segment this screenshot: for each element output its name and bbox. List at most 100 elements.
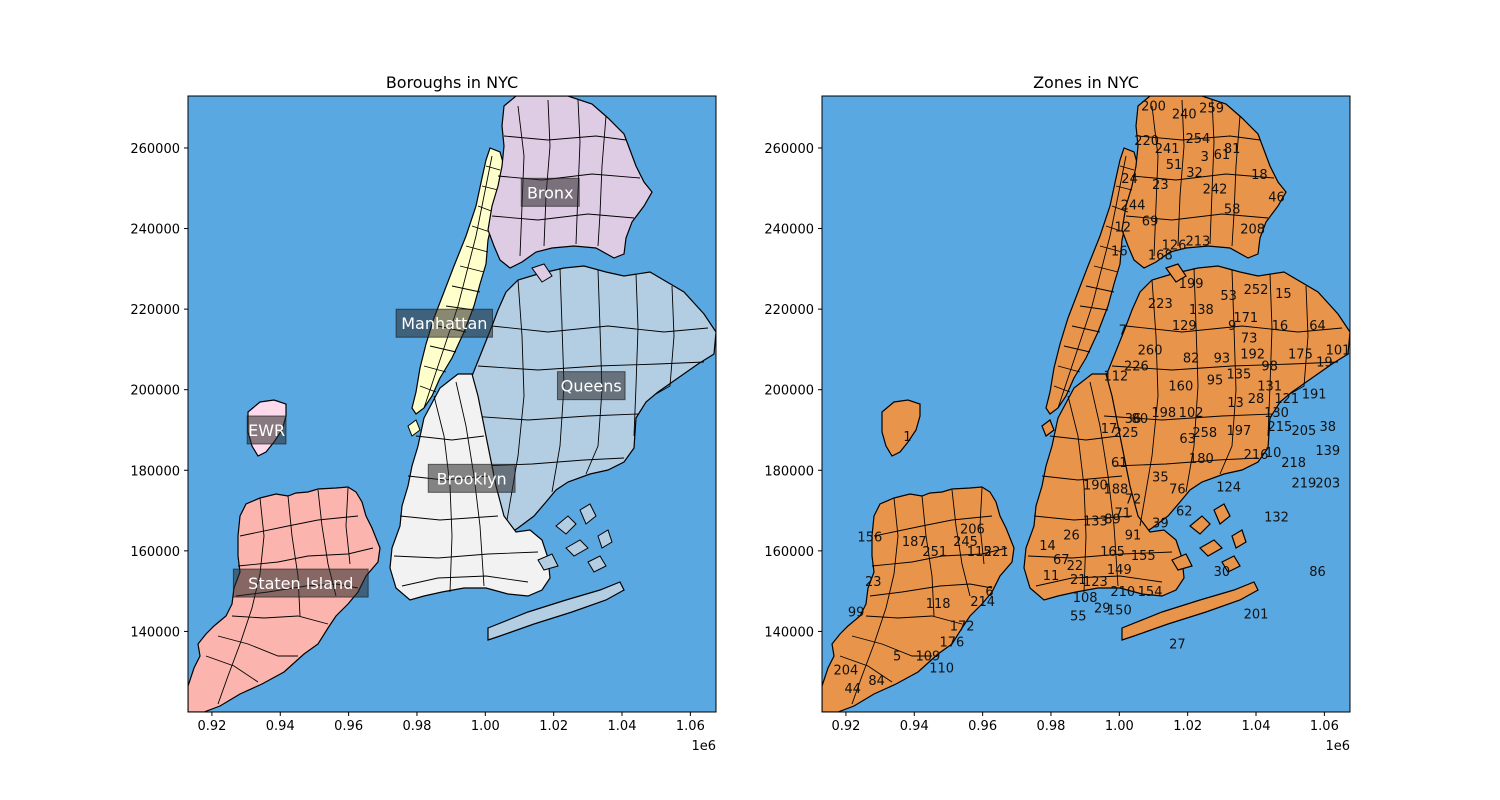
zone-label: 35 bbox=[1152, 470, 1169, 485]
zone-label: 91 bbox=[1125, 529, 1142, 544]
zone-label: 220 bbox=[1134, 134, 1159, 149]
zone-label: 219 bbox=[1291, 476, 1316, 491]
borough-label-queens: Queens bbox=[556, 371, 626, 401]
borough-label-text: Brooklyn bbox=[437, 469, 507, 488]
zone-label: 36 bbox=[1125, 412, 1142, 427]
rockaway-region bbox=[487, 581, 625, 641]
zone-label: 135 bbox=[1227, 368, 1252, 383]
zone-label: 168 bbox=[1148, 249, 1173, 264]
x-tick-label: 0.98 bbox=[1036, 719, 1065, 734]
x-tick-label: 1.02 bbox=[1173, 719, 1202, 734]
y-tick-label: 220000 bbox=[764, 303, 814, 318]
zone-label: 71 bbox=[1114, 507, 1131, 522]
zone-label: 13 bbox=[1227, 396, 1244, 411]
zone-label: 180 bbox=[1189, 452, 1214, 467]
zone-label: 221 bbox=[984, 545, 1009, 560]
zone-label: 30 bbox=[1214, 565, 1231, 580]
zone-label: 216 bbox=[1244, 448, 1269, 463]
zones-title: Zones in NYC bbox=[1033, 73, 1139, 92]
zones-axes-frame bbox=[821, 95, 1351, 713]
zone-label: 9 bbox=[1228, 319, 1236, 334]
zone-label: 95 bbox=[1207, 374, 1224, 389]
zone-label: 150 bbox=[1107, 603, 1132, 618]
y-tick-label: 140000 bbox=[130, 625, 180, 640]
boroughs-title: Boroughs in NYC bbox=[386, 73, 518, 92]
zone-label: 76 bbox=[1169, 482, 1186, 497]
rikers-island bbox=[531, 263, 553, 283]
zone-label: 205 bbox=[1291, 424, 1316, 439]
x-tick-label: 0.92 bbox=[831, 719, 860, 734]
zone-label: 86 bbox=[1309, 565, 1326, 580]
borough-label-staten-island: Staten Island bbox=[232, 568, 369, 598]
x-tick-label: 0.94 bbox=[900, 719, 929, 734]
boroughs-x-offset-label: 1e6 bbox=[691, 739, 716, 754]
zone-label: 123 bbox=[1083, 575, 1108, 590]
zone-label: 29 bbox=[1094, 601, 1111, 616]
y-tick-label: 140000 bbox=[764, 625, 814, 640]
zone-label: 226 bbox=[1124, 360, 1149, 375]
governors-island bbox=[407, 419, 421, 437]
zones-panel: Zones in NYC bbox=[764, 73, 1351, 754]
zone-label: 69 bbox=[1142, 214, 1159, 229]
zone-label: 5 bbox=[893, 650, 901, 665]
zone-label: 23 bbox=[865, 575, 882, 590]
borough-label-box bbox=[232, 568, 369, 598]
zone-label: 44 bbox=[844, 682, 861, 697]
zone-label: 208 bbox=[1240, 223, 1265, 238]
zone-label: 149 bbox=[1107, 563, 1132, 578]
x-tick-label: 0.98 bbox=[402, 719, 431, 734]
zone-label: 101 bbox=[1326, 343, 1351, 358]
zone-label: 18 bbox=[1251, 168, 1268, 183]
zone-label: 73 bbox=[1241, 331, 1258, 346]
zone-label: 155 bbox=[1131, 549, 1156, 564]
x-tick-label: 1.02 bbox=[539, 719, 568, 734]
zone-label: 200 bbox=[1141, 100, 1166, 115]
zone-label: 93 bbox=[1214, 351, 1231, 366]
zone-label: 7 bbox=[1119, 323, 1127, 338]
boroughs-plot-area: Manhattan Bronx Queens Brooklyn Staten Islan… bbox=[188, 96, 716, 712]
borough-label-box bbox=[520, 177, 580, 207]
y-tick-label: 200000 bbox=[130, 384, 180, 399]
zones-y-axis: 140000 160000 180000 200000 220000 240000 2600… bbox=[764, 142, 822, 640]
zone-label: 115 bbox=[967, 545, 992, 560]
zone-label: 223 bbox=[1148, 297, 1173, 312]
zone-label: 204 bbox=[834, 664, 859, 679]
zone-label: 118 bbox=[926, 597, 951, 612]
zone-label: 131 bbox=[1257, 380, 1282, 395]
bronx-zone-lines bbox=[491, 99, 641, 257]
zone-label: 81 bbox=[1224, 142, 1241, 157]
zone-label: 22 bbox=[1067, 559, 1084, 574]
zone-label: 67 bbox=[1053, 553, 1070, 568]
zone-label: 252 bbox=[1244, 283, 1269, 298]
zone-label: 89 bbox=[1104, 513, 1121, 528]
zones-bay-island-4 bbox=[1231, 529, 1247, 549]
zone-label: 213 bbox=[1186, 235, 1211, 250]
zone-label: 156 bbox=[857, 531, 882, 546]
zone-label: 24 bbox=[1121, 172, 1138, 187]
zones-x-axis: 0.92 0.94 0.96 0.98 1.00 1.02 1.04 1.06 bbox=[831, 712, 1339, 734]
borough-label-box bbox=[246, 415, 287, 445]
y-tick-label: 240000 bbox=[764, 223, 814, 238]
y-tick-label: 160000 bbox=[130, 545, 180, 560]
zone-label: 23 bbox=[1152, 178, 1169, 193]
zone-label: 203 bbox=[1315, 476, 1340, 491]
x-tick-label: 0.94 bbox=[266, 719, 295, 734]
x-tick-label: 0.96 bbox=[334, 719, 363, 734]
zone-label: 258 bbox=[1192, 426, 1217, 441]
zone-label: 133 bbox=[1083, 515, 1108, 530]
zones-rikers-island bbox=[1165, 263, 1187, 283]
zone-label: 190 bbox=[1083, 478, 1108, 493]
zones-ewr bbox=[881, 399, 921, 457]
zone-label: 240 bbox=[1172, 108, 1197, 123]
zone-label: 32 bbox=[1186, 166, 1203, 181]
zone-label: 206 bbox=[960, 523, 985, 538]
y-tick-label: 180000 bbox=[130, 464, 180, 479]
zones-bronx bbox=[1121, 96, 1287, 269]
zone-label: 244 bbox=[1121, 198, 1146, 213]
zone-label: 176 bbox=[939, 635, 964, 650]
zones-bay-island-3 bbox=[1199, 539, 1223, 557]
y-tick-label: 200000 bbox=[764, 384, 814, 399]
zone-label: 3 bbox=[1201, 150, 1209, 165]
zone-label: 12 bbox=[1114, 221, 1131, 236]
zone-label: 6 bbox=[985, 585, 993, 600]
